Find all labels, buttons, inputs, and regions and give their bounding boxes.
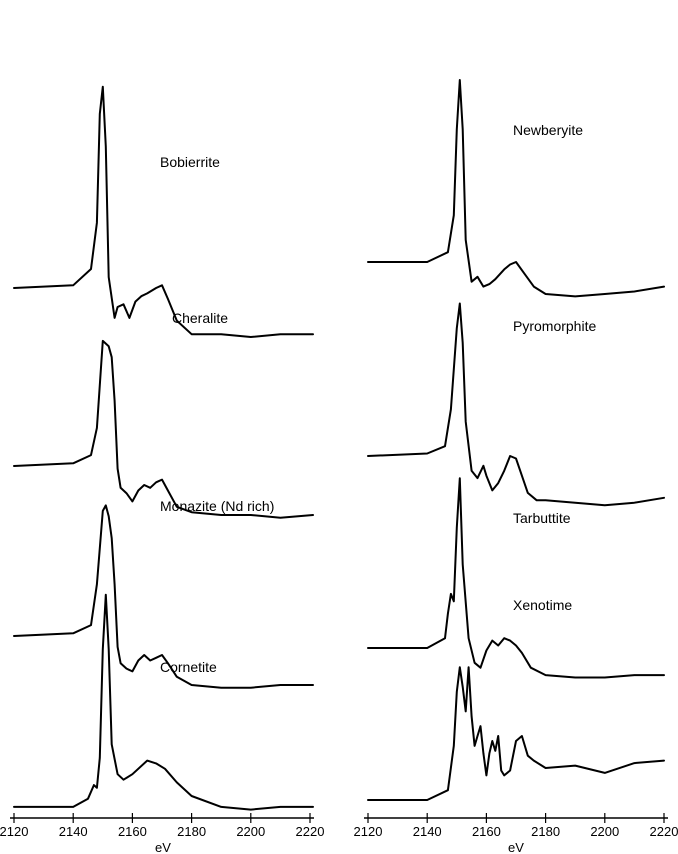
right-tick-label-2140: 2140 bbox=[413, 824, 442, 839]
left-series-label-cheralite: Cheralite bbox=[172, 310, 228, 326]
right-spectrum-tarbuttite bbox=[367, 477, 665, 679]
right-tick-label-2220: 2220 bbox=[650, 824, 678, 839]
left-spectrum-cornetite bbox=[13, 593, 314, 811]
right-tick-label-2200: 2200 bbox=[590, 824, 619, 839]
right-series-label-tarbuttite: Tarbuttite bbox=[513, 510, 571, 526]
right-spectrum-pyromorphite bbox=[367, 302, 665, 507]
right-tick-label-2160: 2160 bbox=[472, 824, 501, 839]
right-spectrum-xenotime bbox=[367, 666, 665, 801]
right-panel: 2120 2140 2160 2180 2200 2220 Newberyite Pyro… bbox=[354, 79, 678, 854]
right-spectra bbox=[367, 79, 665, 801]
right-tick-label-2180: 2180 bbox=[531, 824, 560, 839]
right-tick-group: 2120 2140 2160 2180 2200 2220 bbox=[354, 813, 678, 839]
left-tick-label-2140: 2140 bbox=[59, 824, 88, 839]
right-spectrum-newberyite bbox=[367, 79, 665, 298]
right-tick-label-2120: 2120 bbox=[354, 824, 383, 839]
left-x-axis-label: eV bbox=[155, 840, 171, 854]
left-spectra bbox=[13, 85, 314, 811]
left-tick-label-2220: 2220 bbox=[296, 824, 325, 839]
left-tick-label-2160: 2160 bbox=[118, 824, 147, 839]
left-series-label-monazite: Monazite (Nd rich) bbox=[160, 498, 274, 514]
left-tick-label-2180: 2180 bbox=[177, 824, 206, 839]
right-series-label-newberyite: Newberyite bbox=[513, 122, 583, 138]
left-tick-group: 2120 2140 2160 2180 2200 2220 bbox=[0, 813, 324, 839]
right-x-axis-label: eV bbox=[508, 840, 524, 854]
left-panel: 2120 2140 2160 2180 2200 2220 Bobierrite Cher… bbox=[0, 85, 324, 854]
left-spectrum-cheralite bbox=[13, 339, 314, 519]
left-tick-label-2200: 2200 bbox=[236, 824, 265, 839]
right-series-label-pyromorphite: Pyromorphite bbox=[513, 318, 596, 334]
right-series-label-xenotime: Xenotime bbox=[513, 597, 572, 613]
left-series-label-cornetite: Cornetite bbox=[160, 659, 217, 675]
left-spectrum-bobierrite bbox=[13, 85, 314, 338]
left-series-label-bobierrite: Bobierrite bbox=[160, 154, 220, 170]
left-spectrum-monazite-nd-rich bbox=[13, 504, 314, 689]
left-tick-label-2120: 2120 bbox=[0, 824, 28, 839]
